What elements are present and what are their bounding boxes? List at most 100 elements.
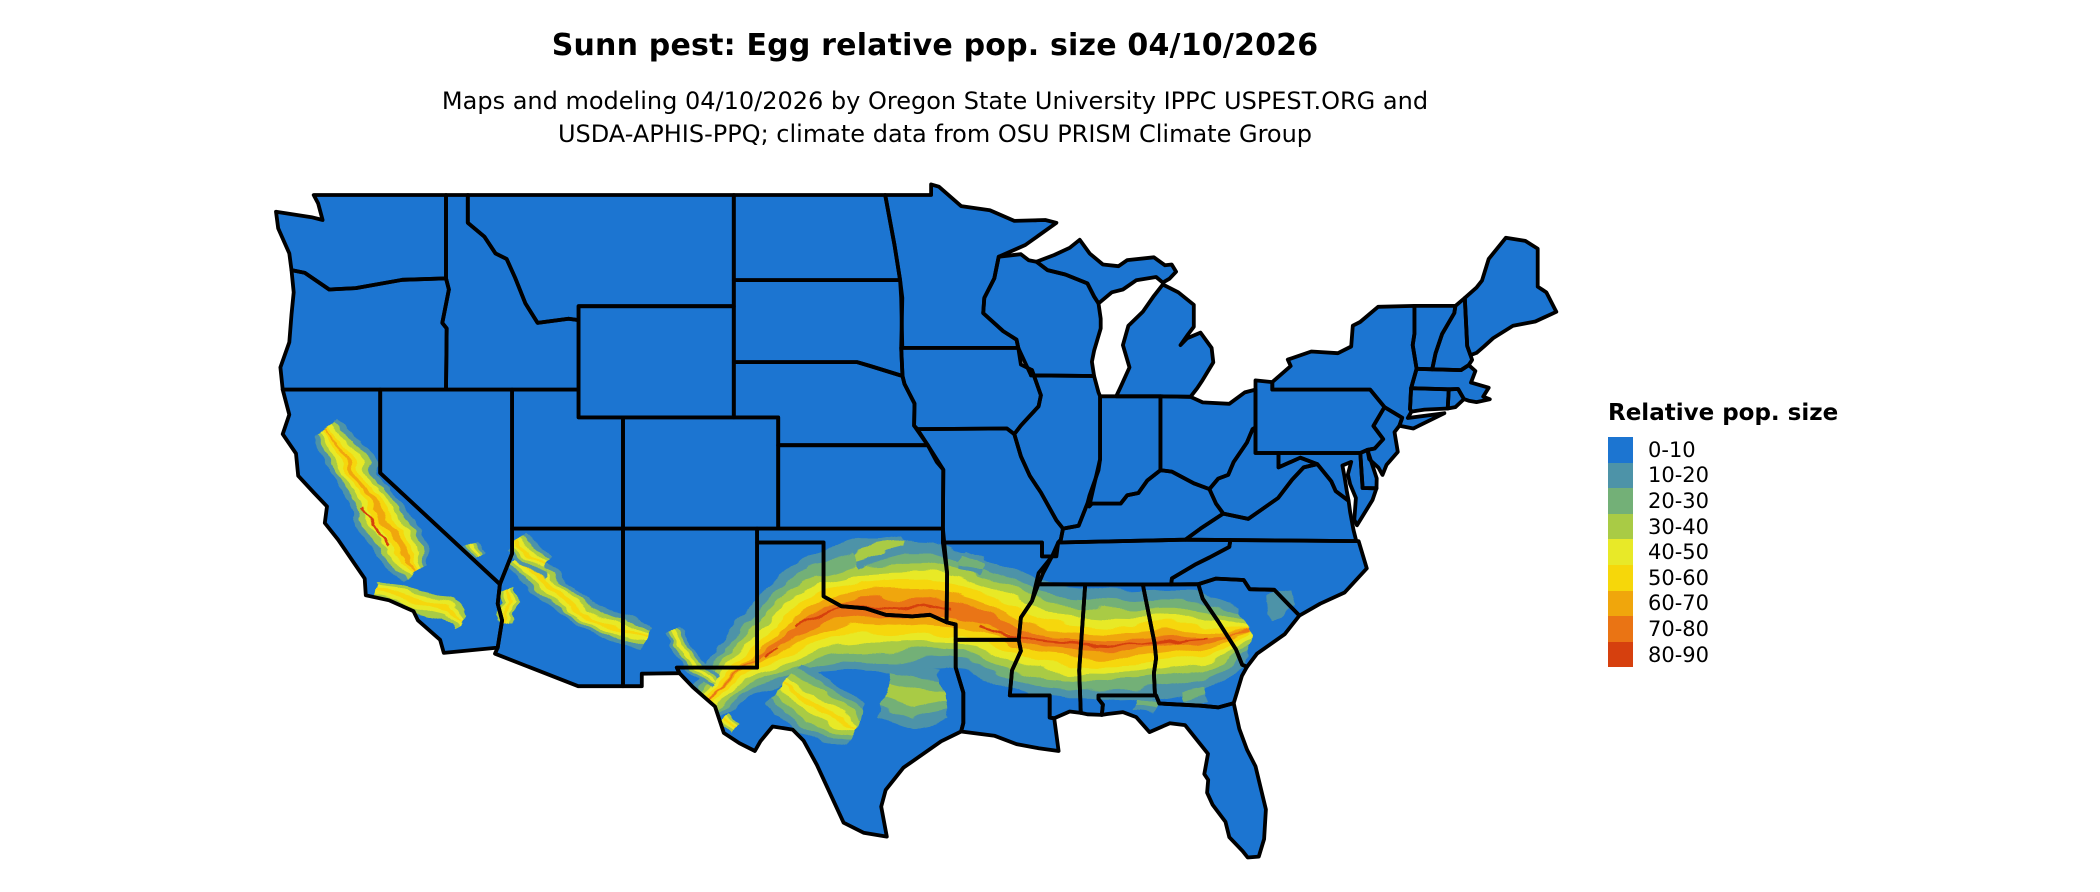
subtitle-line-2: USDA-APHIS-PPQ; climate data from OSU PR… [557, 120, 1313, 148]
legend-item: 10-20 [1608, 462, 1838, 489]
legend-swatch [1608, 565, 1633, 591]
legend-item: 20-30 [1608, 488, 1838, 514]
legend-swatch [1608, 513, 1633, 540]
legend-item-label: 10-20 [1648, 463, 1710, 488]
legend-item: 0-10 [1608, 437, 1838, 463]
state-shape [1432, 297, 1473, 371]
legend-rows: 0-10 10-20 20-30 30-40 40-50 50-60 60-70 70-80 8… [1608, 437, 1838, 668]
legend-swatch [1608, 616, 1633, 642]
legend-item-label: 40-50 [1648, 540, 1710, 565]
legend-swatch [1608, 462, 1633, 489]
heat-contour-line [765, 645, 778, 658]
heat-region [959, 553, 985, 569]
state-border [1034, 237, 1178, 306]
state-shape [1185, 464, 1357, 542]
state-border [1276, 451, 1379, 528]
state-shape [1036, 239, 1177, 304]
legend-item: 60-70 [1608, 590, 1838, 617]
legend-swatch [1608, 539, 1633, 565]
heat-region [373, 589, 463, 624]
state-shape [1411, 365, 1490, 403]
legend-swatch [1608, 641, 1633, 668]
title-block: Sunn pest: Egg relative pop. size 04/10/… [0, 0, 1870, 151]
state-shape [733, 362, 928, 446]
heat-region [326, 428, 417, 574]
state-shape [1209, 427, 1318, 519]
subtitle-line-1: Maps and modeling 04/10/2026 by Oregon S… [441, 87, 1429, 115]
heat-region [1264, 590, 1296, 620]
heat-contour-line [361, 508, 391, 547]
legend-item-label: 70-80 [1648, 616, 1710, 641]
heat-region [514, 541, 550, 569]
state-shape [512, 389, 623, 529]
state-border [1096, 693, 1268, 860]
legend-item-label: 50-60 [1648, 565, 1710, 590]
heat-region [853, 542, 905, 563]
heat-region [782, 683, 858, 727]
state-border [1169, 538, 1369, 618]
state-border [755, 526, 949, 625]
heat-region [669, 630, 716, 683]
state-shape [1058, 470, 1224, 543]
state-shape [917, 428, 1063, 557]
legend-swatch [1608, 488, 1633, 514]
state-shape [1171, 540, 1367, 616]
state-shape [442, 195, 579, 390]
state-shape [901, 347, 1041, 435]
state-shape [623, 417, 779, 529]
heat-region [780, 679, 858, 729]
legend: Relative pop. size 0-10 10-20 20-30 30-40 40… [1608, 400, 1839, 668]
heat-region [516, 557, 647, 642]
legend-item: 50-60 [1608, 565, 1838, 591]
state-shape [1412, 305, 1456, 370]
legend-item: 30-40 [1608, 513, 1838, 540]
state-shape [1464, 237, 1557, 356]
legend-item-label: 30-40 [1648, 514, 1710, 539]
legend-item-label: 0-10 [1648, 437, 1696, 462]
legend-item-label: 80-90 [1648, 642, 1710, 667]
state-shape [1272, 305, 1445, 429]
heat-region [720, 716, 736, 733]
state-shape [1089, 396, 1161, 507]
state-border [1114, 282, 1216, 399]
legend-item: 70-80 [1608, 616, 1838, 642]
heat-region [1181, 686, 1206, 700]
heat-region [469, 544, 482, 560]
state-shape [1360, 449, 1377, 489]
page-title: Sunn pest: Egg relative pop. size 04/10/… [551, 28, 1319, 63]
legend-swatch [1608, 590, 1633, 617]
heat-region [1133, 699, 1157, 710]
legend-swatch [1608, 437, 1633, 463]
state-shape [467, 195, 734, 323]
state-shape [885, 184, 1057, 348]
state-border [1462, 235, 1559, 357]
heat-region [500, 585, 516, 625]
subtitle: Maps and modeling 04/10/2026 by Oregon S… [0, 85, 1870, 151]
state-shape [1098, 695, 1266, 858]
heat-region [883, 683, 944, 707]
heat-region [503, 586, 513, 624]
heat-contour-line [794, 603, 953, 627]
legend-item-label: 60-70 [1648, 591, 1710, 616]
state-shape [1116, 284, 1214, 397]
state-shape [1410, 388, 1449, 412]
state-shape [733, 195, 901, 281]
state-shape [1278, 453, 1377, 526]
heat-region [705, 597, 1248, 702]
legend-item-label: 20-30 [1648, 488, 1710, 513]
state-shape [280, 270, 449, 390]
legend-item: 40-50 [1608, 539, 1838, 565]
state-shape [276, 195, 446, 290]
state-shape [983, 254, 1101, 376]
state-shape [1038, 539, 1231, 585]
legend-title: Relative pop. size [1608, 400, 1839, 426]
legend-item: 80-90 [1608, 641, 1838, 668]
state-shape [578, 306, 734, 418]
state-shape [778, 445, 944, 529]
state-shape [733, 280, 903, 376]
heat-region [514, 555, 649, 645]
state-shape [1255, 380, 1385, 453]
